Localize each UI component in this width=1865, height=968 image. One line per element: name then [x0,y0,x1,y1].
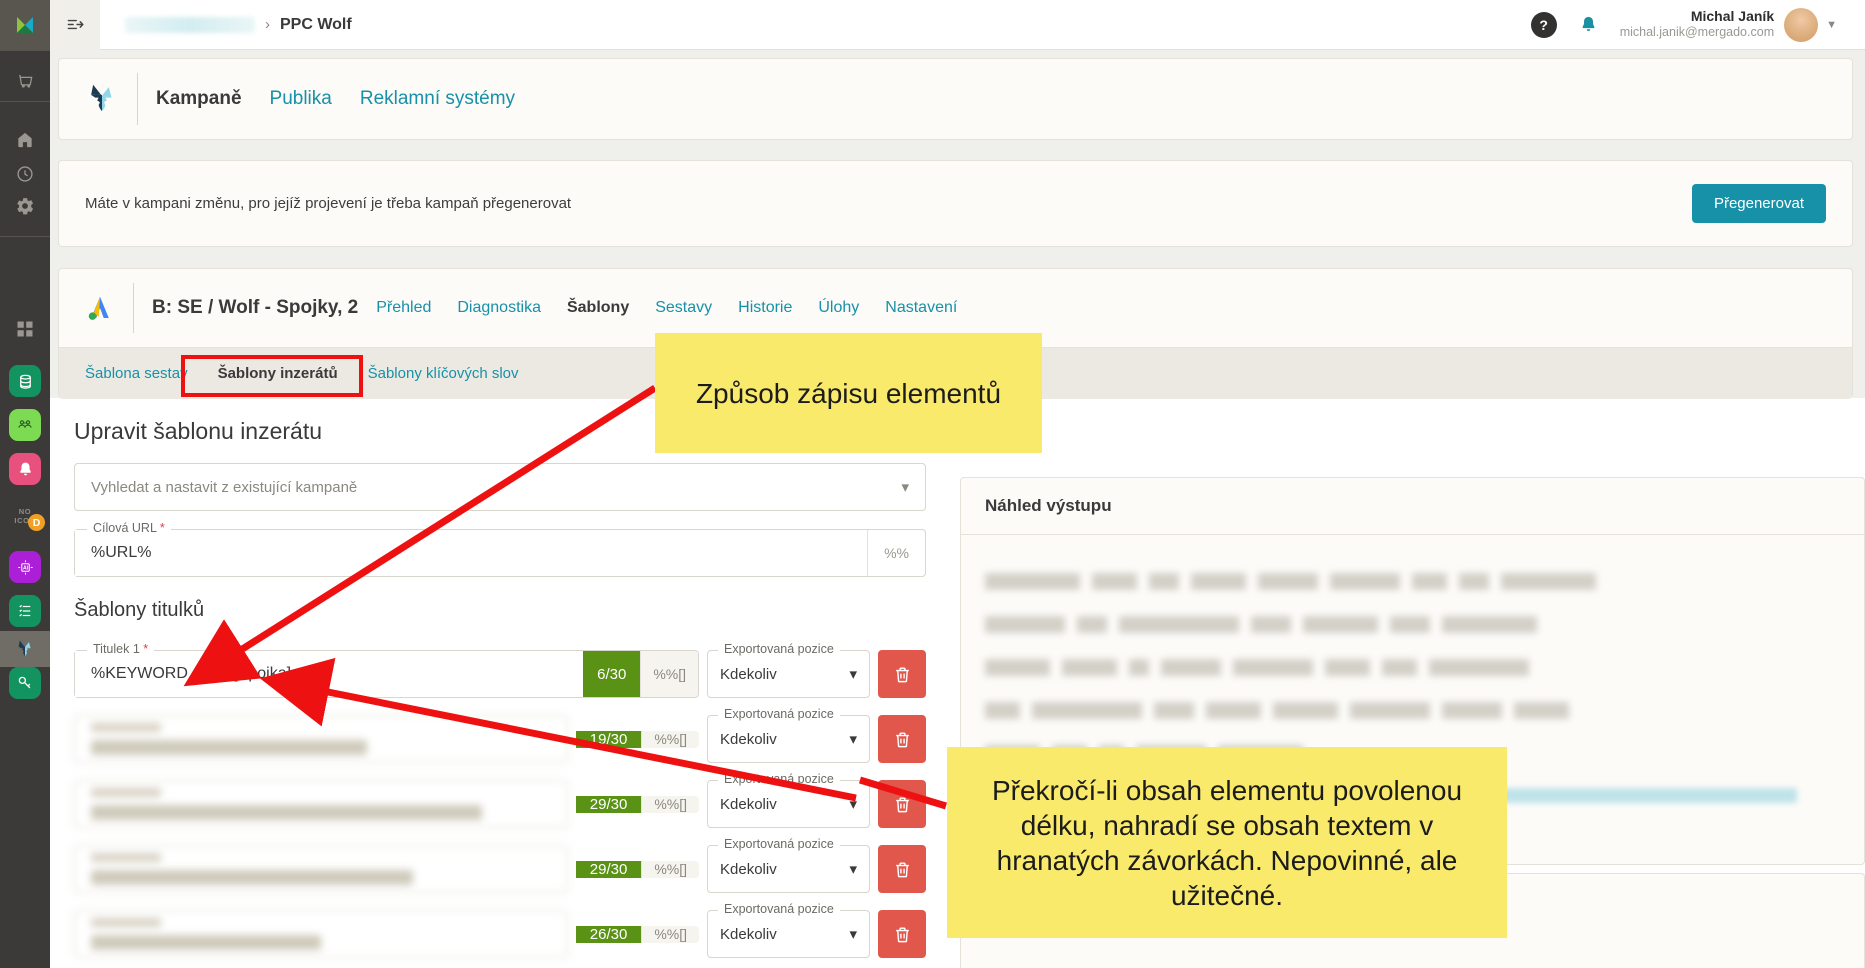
svg-text:AI: AI [22,565,28,571]
